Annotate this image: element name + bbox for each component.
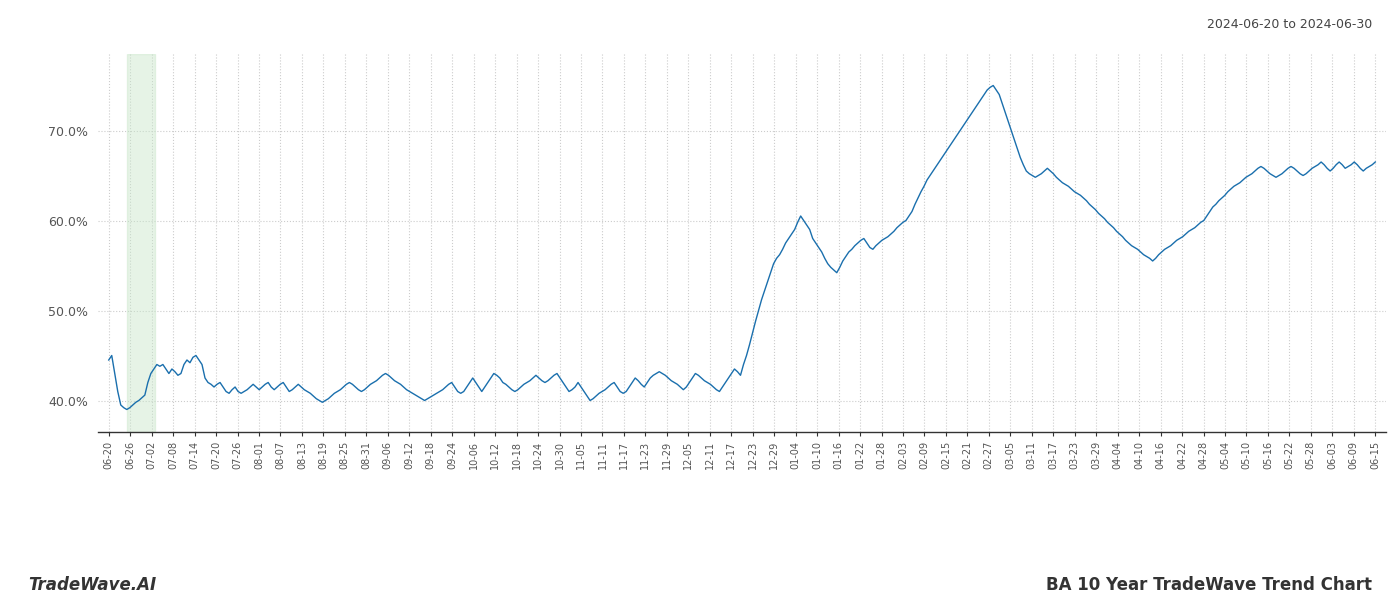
Bar: [127, 54, 155, 432]
Text: BA 10 Year TradeWave Trend Chart: BA 10 Year TradeWave Trend Chart: [1046, 576, 1372, 594]
Text: TradeWave.AI: TradeWave.AI: [28, 576, 157, 594]
Text: 2024-06-20 to 2024-06-30: 2024-06-20 to 2024-06-30: [1207, 18, 1372, 31]
